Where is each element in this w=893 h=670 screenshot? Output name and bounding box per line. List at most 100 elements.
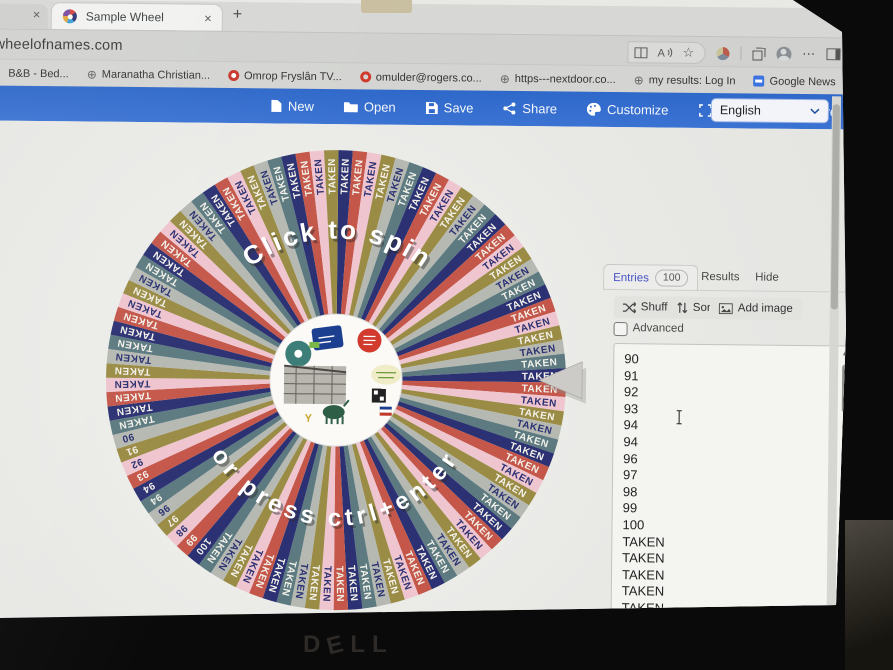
- tab-results[interactable]: Results: [701, 270, 740, 284]
- wheel-segment-label: TAKEN: [345, 565, 359, 602]
- bookmark-label: Free People Search,...: [868, 76, 892, 89]
- background-tab-close-icon[interactable]: ×: [32, 6, 41, 23]
- wheel-segment-label: 91: [124, 443, 139, 457]
- collections-icon[interactable]: [752, 46, 766, 61]
- page-content: TAKEN TAKEN TAKEN TAKEN TAKEN TAKEN TAKEN TAKEN…: [0, 96, 846, 623]
- customize-icon: [587, 102, 602, 116]
- active-tab-title: Sample Wheel: [85, 9, 164, 25]
- active-tab[interactable]: Sample Wheel ×: [51, 3, 222, 31]
- fullscreen-button[interactable]: Fullscreen: [698, 103, 778, 119]
- share-icon: [503, 102, 516, 115]
- wheel-segment-label: TAKEN: [357, 563, 373, 600]
- bookmark-item[interactable]: ⊕ Free People Search,...: [845, 76, 892, 89]
- google-news-icon: [753, 75, 765, 87]
- language-select[interactable]: English: [710, 98, 830, 124]
- address-bar-end: A ☆: [627, 41, 706, 64]
- wheel-segment-label: 90: [120, 430, 135, 444]
- wheel-segment-label: TAKEN: [115, 401, 152, 417]
- open-button[interactable]: Open: [343, 99, 396, 115]
- globe-icon: ⊕: [86, 66, 97, 82]
- save-icon: [425, 101, 438, 114]
- url-text[interactable]: wheelofnames.com: [0, 36, 123, 54]
- wall-behind-laptop: [361, 0, 412, 13]
- toolbar-button-label: New: [287, 98, 314, 114]
- version-label: Version 199f: [625, 663, 692, 670]
- wheel-segment-label: TAKEN: [339, 158, 352, 195]
- svg-text:Y: Y: [305, 413, 313, 425]
- new-doc-icon: [271, 99, 282, 113]
- open-folder-icon: [343, 101, 358, 113]
- wheel-center-collage: Y: [269, 313, 403, 447]
- active-tab-close-icon[interactable]: ×: [204, 10, 212, 26]
- bookmark-item[interactable]: omulder@rogers.co...: [351, 71, 491, 84]
- bookmark-item[interactable]: B&B - Bed...: [0, 67, 78, 80]
- language-select-value: English: [719, 103, 761, 118]
- sort-icon: [677, 302, 688, 314]
- chevron-down-icon: [843, 109, 846, 116]
- entries-textarea[interactable]: 90 91 92 93 94 94 96 97 98 99 100 TAKEN …: [610, 343, 850, 649]
- customize-button[interactable]: Customize: [587, 102, 669, 118]
- scroll-up-icon[interactable]: ▲: [841, 348, 850, 358]
- wheel-segment-label: TAKEN: [327, 158, 339, 194]
- wheel-pointer: [538, 361, 587, 404]
- bookmark-label: Omrop Fryslân TV...: [243, 69, 342, 83]
- wheelofnames-favicon: [62, 9, 77, 24]
- add-image-icon: [718, 302, 733, 314]
- extension-icon[interactable]: [716, 46, 730, 60]
- read-aloud-icon[interactable]: A: [657, 46, 673, 59]
- entries-scroll-thumb[interactable]: [841, 364, 846, 413]
- entries-textarea-text: 90 91 92 93 94 94 96 97 98 99 100 TAKEN …: [621, 351, 665, 649]
- wheel-segment-label: TAKEN: [299, 160, 315, 197]
- bookmark-item[interactable]: Google News: [745, 75, 845, 88]
- tab-hide[interactable]: Hide: [755, 271, 779, 284]
- toolbar-button-label: Share: [522, 101, 558, 117]
- entries-count-badge: 100: [654, 269, 689, 287]
- desk-surface: [845, 520, 893, 670]
- save-button[interactable]: Save: [425, 100, 474, 116]
- bookmark-item[interactable]: ⊕ Maranatha Christian...: [78, 66, 219, 82]
- wheel-segment-label: TAKEN: [519, 343, 556, 359]
- new-tab-icon[interactable]: +: [232, 6, 243, 24]
- sidebar-icon[interactable]: [826, 48, 841, 61]
- globe-icon: ⊕: [633, 72, 644, 87]
- wheel-svg[interactable]: TAKEN TAKENTAKENTAKENTAKENTAKENTAKENTAKEN…: [90, 138, 595, 623]
- page-scroll-thumb[interactable]: [830, 104, 840, 310]
- more-menu-icon[interactable]: ⋯: [802, 45, 816, 62]
- profile-avatar[interactable]: [776, 46, 792, 62]
- add-image-button[interactable]: Add image: [709, 297, 802, 320]
- address-bar-row: wheelofnames.com A ☆ ⋯: [0, 28, 846, 69]
- shuffle-icon: [622, 301, 636, 313]
- bookmark-item[interactable]: Omrop Fryslân TV...: [219, 69, 351, 83]
- entries-tab-label: Entries: [613, 271, 649, 284]
- favorite-star-icon[interactable]: ☆: [682, 44, 695, 60]
- bookmark-label: my results: Log In: [648, 73, 736, 87]
- tab-entries[interactable]: Entries 100: [602, 263, 699, 291]
- wheel-segment-label: TAKEN: [306, 564, 321, 601]
- wheel-segment-label: TAKEN: [333, 566, 345, 602]
- wheel-segment-label: 93: [134, 468, 150, 483]
- bookmark-label: B&B - Bed...: [8, 67, 69, 80]
- bookmark-label: Maranatha Christian...: [101, 68, 211, 82]
- sort-button[interactable]: Sort: [667, 296, 724, 320]
- bookmark-item[interactable]: ⊕ https---nextdoor.co...: [491, 71, 625, 86]
- advanced-checkbox[interactable]: [613, 322, 628, 337]
- wheel-segment-label: TAKEN: [313, 158, 327, 195]
- wheel-segment-label: TAKEN: [521, 357, 558, 371]
- split-screen-icon[interactable]: [634, 46, 648, 58]
- bookmark-item[interactable]: ⊕ my results: Log In: [625, 72, 745, 87]
- bookmark-label: https---nextdoor.co...: [514, 72, 616, 86]
- wheel-segment-label: 92: [129, 455, 144, 470]
- new-button[interactable]: New: [271, 98, 314, 114]
- changelog-link[interactable]: Changelog: [763, 664, 821, 670]
- text-cursor: [675, 410, 684, 425]
- app-toolbar: NewOpenSaveShareCustomizeFullscreenMore …: [0, 85, 846, 130]
- shuffle-button[interactable]: Shuffle: [613, 296, 686, 319]
- share-button[interactable]: Share: [503, 101, 558, 117]
- changelog-icon[interactable]: [828, 664, 843, 670]
- rogers-icon: [359, 71, 371, 83]
- toolbar-button-label: Save: [443, 100, 474, 116]
- fullscreen-icon: [698, 104, 712, 117]
- background-tab[interactable]: [0, 3, 48, 30]
- wheel-canvas[interactable]: TAKEN TAKEN TAKEN TAKEN TAKEN TAKEN TAKEN TAKEN…: [90, 138, 595, 623]
